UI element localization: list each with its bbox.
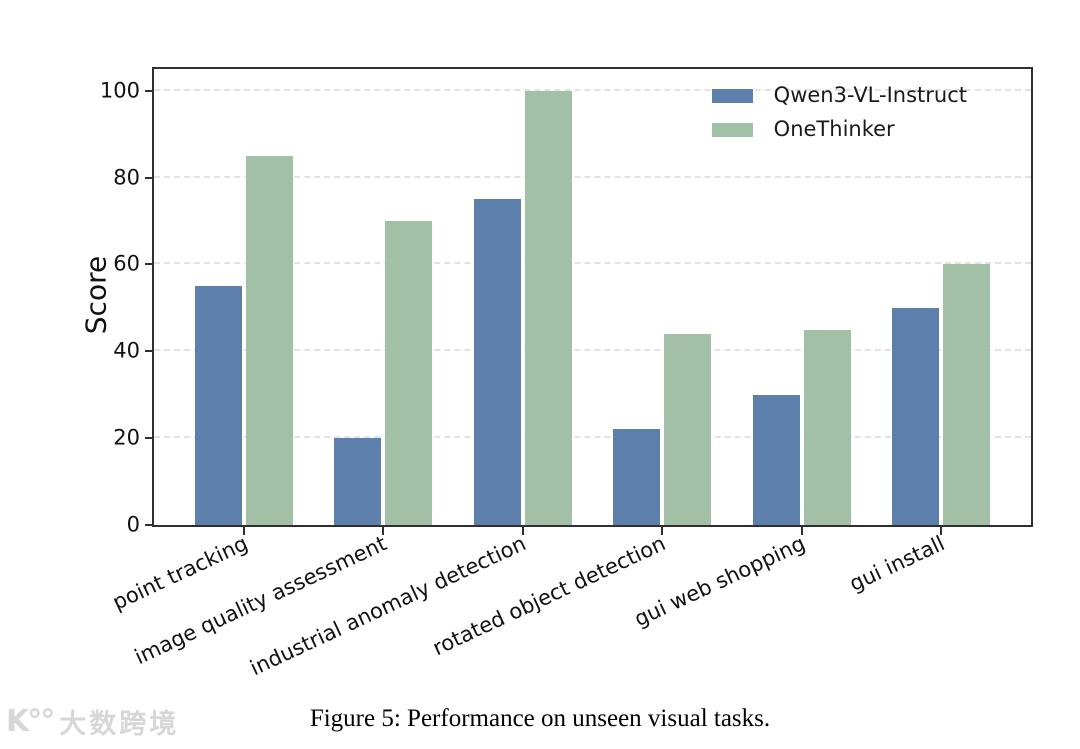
y-tick-mark xyxy=(145,89,154,92)
legend-swatch-qwen3-vl-instruct xyxy=(711,88,753,103)
bar-qwen3-vl-instruct-point-tracking xyxy=(194,286,242,525)
gridline-20 xyxy=(154,436,1031,439)
bar-qwen3-vl-instruct-gui-install xyxy=(892,307,940,525)
bar-onethinker-rotated-object-detection xyxy=(664,333,712,525)
bar-group-industrial-anomaly-detection xyxy=(453,69,593,535)
bar-qwen3-vl-instruct-gui-web-shopping xyxy=(752,394,800,525)
y-tick-mark xyxy=(145,263,154,266)
x-tick-mark xyxy=(521,527,524,535)
bar-qwen3-vl-instruct-image-quality-assessment xyxy=(334,438,382,525)
bar-group-gui-web-shopping xyxy=(732,69,872,535)
y-tick-label-100: 100 xyxy=(99,78,140,103)
bar-qwen3-vl-instruct-rotated-object-detection xyxy=(613,429,661,525)
legend-entry-onethinker: OneThinker xyxy=(711,117,967,142)
x-tick-mark xyxy=(940,527,943,535)
y-tick-label-0: 0 xyxy=(126,512,140,537)
y-tick-mark xyxy=(145,350,154,353)
watermark: K°° 大数跨境 xyxy=(6,702,179,741)
y-axis-title: Score xyxy=(79,255,113,335)
x-axis-label-industrial-anomaly-detection: industrial anomaly detection xyxy=(246,531,531,681)
gridline-80 xyxy=(154,175,1031,178)
watermark-logo-icon: K°° xyxy=(6,704,55,739)
legend-label: OneThinker xyxy=(773,117,895,142)
figure-caption: Figure 5: Performance on unseen visual t… xyxy=(309,705,771,732)
bar-onethinker-image-quality-assessment xyxy=(385,221,433,525)
y-tick-mark xyxy=(145,176,154,179)
legend: Qwen3-VL-Instruct OneThinker xyxy=(711,83,967,142)
legend-swatch-onethinker xyxy=(711,122,753,137)
bar-group-rotated-object-detection xyxy=(593,69,733,535)
x-axis-label-rotated-object-detection: rotated object detection xyxy=(429,531,670,661)
bar-group-gui-install xyxy=(872,69,1012,535)
legend-entry-qwen3-vl-instruct: Qwen3-VL-Instruct xyxy=(711,83,967,108)
y-tick-label-60: 60 xyxy=(113,251,140,276)
x-tick-mark xyxy=(382,527,385,535)
chart-plot-area: 0 20 40 60 80 100 Qwen3-VL-Instruct OneThinke… xyxy=(100,67,1033,535)
gridline-100 xyxy=(154,88,1031,91)
bar-onethinker-industrial-anomaly-detection xyxy=(524,90,572,525)
y-tick-label-40: 40 xyxy=(113,338,140,363)
bar-onethinker-gui-install xyxy=(943,264,991,525)
legend-label: Qwen3-VL-Instruct xyxy=(773,83,967,107)
x-tick-mark xyxy=(661,527,664,535)
y-tick-mark xyxy=(145,524,154,526)
bar-onethinker-point-tracking xyxy=(245,155,293,525)
bar-group-image-quality-assessment xyxy=(314,69,454,535)
gridline-40 xyxy=(154,349,1031,352)
y-tick-label-80: 80 xyxy=(113,165,140,190)
bars-layer xyxy=(154,69,1031,535)
bar-qwen3-vl-instruct-industrial-anomaly-detection xyxy=(473,199,521,525)
x-tick-mark xyxy=(242,527,245,535)
x-tick-mark xyxy=(800,527,803,535)
bar-group-point-tracking xyxy=(174,69,314,535)
y-tick-label-20: 20 xyxy=(113,425,140,450)
watermark-text: 大数跨境 xyxy=(59,709,180,740)
x-axis-label-image-quality-assessment: image quality assessment xyxy=(131,531,391,670)
y-tick-mark xyxy=(145,437,154,440)
bar-onethinker-gui-web-shopping xyxy=(803,329,851,525)
x-axis-label-gui-install: gui install xyxy=(845,531,949,597)
gridline-60 xyxy=(154,262,1031,265)
